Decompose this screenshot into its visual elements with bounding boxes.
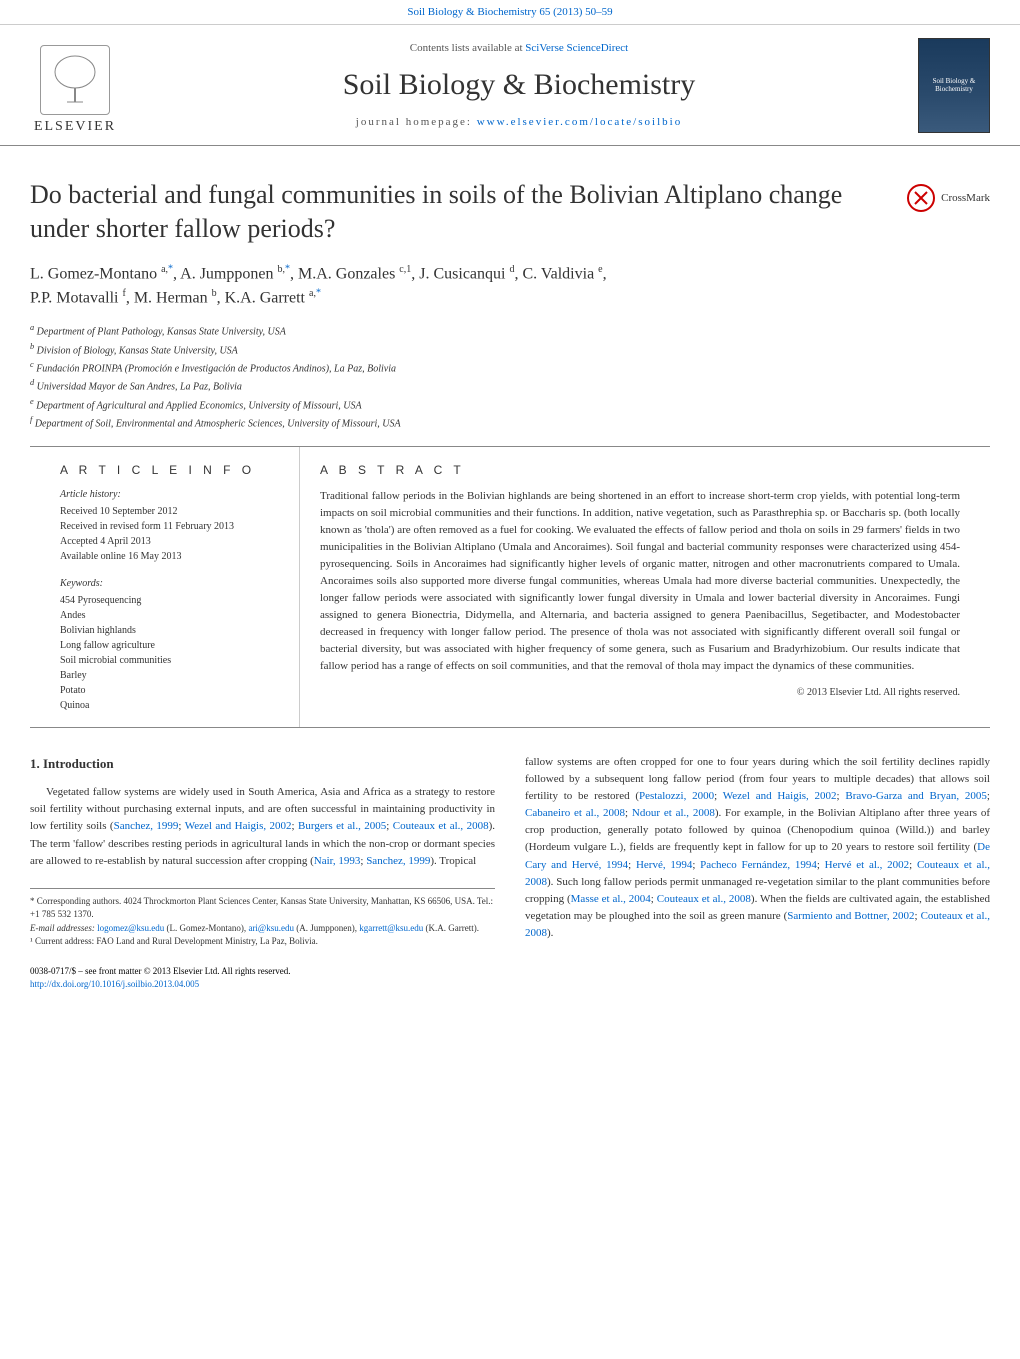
keyword: Andes: [60, 608, 279, 623]
corresponding-link[interactable]: *: [316, 289, 321, 306]
contents-line: Contents lists available at SciVerse Sci…: [120, 42, 918, 54]
copyright: © 2013 Elsevier Ltd. All rights reserved…: [320, 685, 960, 701]
article-info: A R T I C L E I N F O Article history: R…: [60, 447, 300, 727]
affiliation-b: b Division of Biology, Kansas State Univ…: [30, 341, 990, 358]
affiliation-d: d Universidad Mayor de San Andres, La Pa…: [30, 377, 990, 394]
sciencedirect-link[interactable]: SciVerse ScienceDirect: [525, 42, 628, 54]
homepage-line: journal homepage: www.elsevier.com/locat…: [120, 116, 918, 128]
footer-meta: 0038-0717/$ – see front matter © 2013 El…: [0, 959, 1020, 1006]
author-7: , M. Herman: [126, 289, 212, 306]
history-revised: Received in revised form 11 February 201…: [60, 519, 279, 534]
crossmark-badge[interactable]: CrossMark: [907, 184, 990, 212]
info-heading: A R T I C L E I N F O: [60, 461, 279, 479]
ref-link[interactable]: Bravo-Garza and Bryan, 2005: [845, 790, 987, 802]
affil-sup: a,: [161, 264, 168, 275]
ref-link[interactable]: Sarmiento and Bottner, 2002: [787, 910, 914, 922]
abstract-text: Traditional fallow periods in the Bolivi…: [320, 488, 960, 676]
elsevier-label: ELSEVIER: [34, 119, 116, 135]
info-abstract-wrap: A R T I C L E I N F O Article history: R…: [30, 446, 990, 728]
elsevier-logo: ELSEVIER: [30, 35, 120, 135]
intro-p1-cont: fallow systems are often cropped for one…: [525, 754, 990, 942]
email-note: E-mail addresses: logomez@ksu.edu (L. Go…: [30, 922, 495, 936]
keyword: Potato: [60, 683, 279, 698]
email-link[interactable]: logomez@ksu.edu: [97, 923, 164, 933]
section-heading: 1. Introduction: [30, 754, 495, 774]
affiliation-e: e Department of Agricultural and Applied…: [30, 396, 990, 413]
keywords-label: Keywords:: [60, 576, 279, 591]
authors-list: L. Gomez-Montano a,*, A. Jumpponen b,*, …: [0, 254, 1020, 317]
sep: ,: [603, 265, 607, 282]
intro-p1: Vegetated fallow systems are widely used…: [30, 784, 495, 869]
abstract-heading: A B S T R A C T: [320, 461, 960, 480]
left-column: 1. Introduction Vegetated fallow systems…: [30, 754, 495, 948]
ref-link[interactable]: Sanchez, 1999: [366, 855, 430, 867]
ref-link[interactable]: Sanchez, 1999: [114, 820, 179, 832]
elsevier-tree-icon: [40, 45, 110, 115]
ref-link[interactable]: Ndour et al., 2008: [632, 807, 715, 819]
history-online: Available online 16 May 2013: [60, 549, 279, 564]
keyword: Barley: [60, 668, 279, 683]
email-link[interactable]: ari@ksu.edu: [248, 923, 294, 933]
cover-text: Soil Biology & Biochemistry: [923, 77, 985, 93]
homepage-link[interactable]: www.elsevier.com/locate/soilbio: [477, 116, 682, 128]
abstract: A B S T R A C T Traditional fallow perio…: [300, 447, 960, 727]
doi-link[interactable]: http://dx.doi.org/10.1016/j.soilbio.2013…: [30, 979, 199, 989]
author-3: , M.A. Gonzales: [290, 265, 399, 282]
ref-link[interactable]: Couteaux et al., 2008: [657, 893, 751, 905]
corresponding-note: * Corresponding authors. 4024 Throckmort…: [30, 895, 495, 922]
ref-link[interactable]: Pestalozzi, 2000: [639, 790, 714, 802]
author-1: L. Gomez-Montano: [30, 265, 161, 282]
author-2: , A. Jumpponen: [173, 265, 277, 282]
keyword: Long fallow agriculture: [60, 638, 279, 653]
crossmark-label: CrossMark: [941, 192, 990, 204]
ref-link[interactable]: Cabaneiro et al., 2008: [525, 807, 625, 819]
journal-center: Contents lists available at SciVerse Sci…: [120, 42, 918, 128]
keyword: 454 Pyrosequencing: [60, 593, 279, 608]
journal-title: Soil Biology & Biochemistry: [120, 68, 918, 102]
citation-header: Soil Biology & Biochemistry 65 (2013) 50…: [0, 0, 1020, 25]
email-link[interactable]: kgarrett@ksu.edu: [359, 923, 423, 933]
ref-link[interactable]: Nair, 1993: [314, 855, 361, 867]
ref-link[interactable]: Wezel and Haigis, 2002: [723, 790, 837, 802]
crossmark-icon: [907, 184, 935, 212]
affil-sup: a,: [309, 288, 316, 299]
affil-sup: b,: [277, 264, 285, 275]
keyword: Quinoa: [60, 698, 279, 713]
history-label: Article history:: [60, 487, 279, 502]
author-6: P.P. Motavalli: [30, 289, 122, 306]
affil-sup: c,1: [399, 264, 411, 275]
ref-link[interactable]: Burgers et al., 2005: [298, 820, 386, 832]
body-columns: 1. Introduction Vegetated fallow systems…: [0, 728, 1020, 958]
history-received: Received 10 September 2012: [60, 504, 279, 519]
author-5: , C. Valdivia: [514, 265, 598, 282]
journal-cover-thumb: Soil Biology & Biochemistry: [918, 38, 990, 133]
address-note: ¹ Current address: FAO Land and Rural De…: [30, 935, 495, 949]
article-title-wrap: Do bacterial and fungal communities in s…: [0, 146, 1020, 254]
homepage-prefix: journal homepage:: [356, 116, 477, 128]
keyword: Soil microbial communities: [60, 653, 279, 668]
issn-line: 0038-0717/$ – see front matter © 2013 El…: [30, 965, 990, 979]
keyword: Bolivian highlands: [60, 623, 279, 638]
right-column: fallow systems are often cropped for one…: [525, 754, 990, 948]
ref-link[interactable]: Pacheco Fernández, 1994: [700, 859, 817, 871]
citation-link[interactable]: Soil Biology & Biochemistry 65 (2013) 50…: [407, 6, 612, 18]
ref-link[interactable]: Couteaux et al., 2008: [393, 820, 489, 832]
ref-link[interactable]: Hervé, 1994: [636, 859, 692, 871]
journal-header: ELSEVIER Contents lists available at Sci…: [0, 25, 1020, 146]
ref-link[interactable]: Hervé et al., 2002: [825, 859, 910, 871]
footnotes: * Corresponding authors. 4024 Throckmort…: [30, 888, 495, 949]
affiliation-a: a Department of Plant Pathology, Kansas …: [30, 322, 990, 339]
affiliation-c: c Fundación PROINPA (Promoción e Investi…: [30, 359, 990, 376]
author-8: , K.A. Garrett: [217, 289, 309, 306]
author-4: , J. Cusicanqui: [411, 265, 509, 282]
history-accepted: Accepted 4 April 2013: [60, 534, 279, 549]
ref-link[interactable]: Masse et al., 2004: [571, 893, 651, 905]
contents-prefix: Contents lists available at: [410, 42, 525, 54]
affiliation-f: f Department of Soil, Environmental and …: [30, 414, 990, 431]
affiliations: a Department of Plant Pathology, Kansas …: [0, 316, 1020, 446]
ref-link[interactable]: Wezel and Haigis, 2002: [185, 820, 292, 832]
article-title: Do bacterial and fungal communities in s…: [30, 178, 887, 246]
